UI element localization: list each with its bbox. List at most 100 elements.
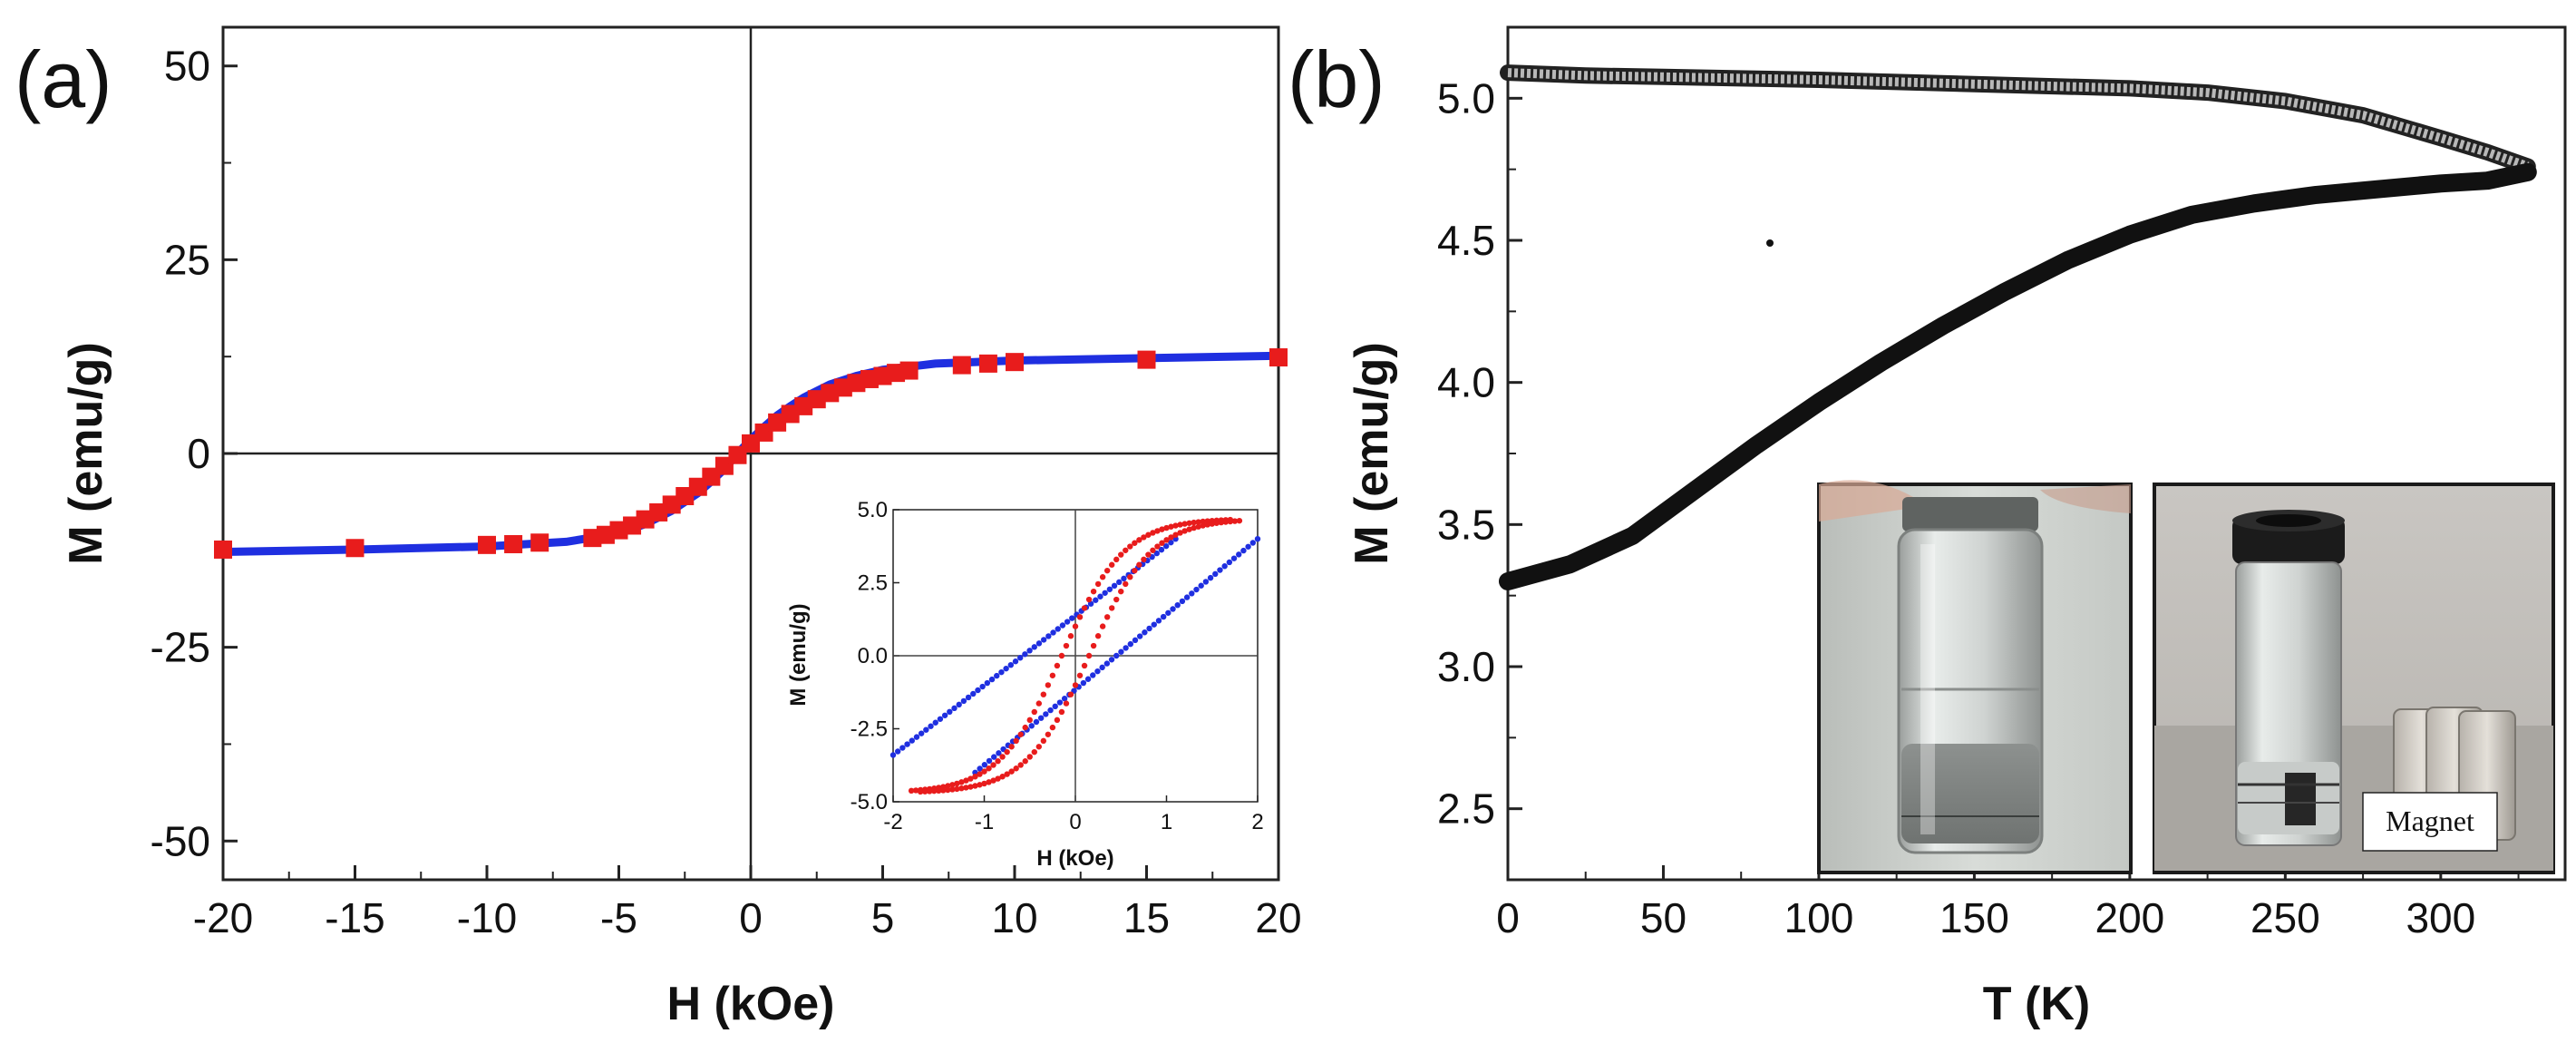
inset-blue-point [928,723,934,729]
inset-red-point [1017,762,1024,768]
inset-blue-point [1151,621,1157,628]
inset-blue-point [1168,539,1174,546]
inset-red-point [1141,556,1147,563]
inset-blue-point [1146,625,1152,632]
inset-red-point [967,775,974,782]
series-red-marker [952,356,971,375]
inset-blue-point [1172,536,1179,542]
inset-red-point [1076,672,1084,678]
inset-blue-point [1127,640,1134,648]
inset-red-point [1127,574,1133,580]
inset-blue-point [1061,696,1068,702]
inset-red-point [986,765,992,772]
inset-blue-point [1217,567,1223,573]
inset-red-point [1090,588,1097,595]
inset-x-tick-label: 1 [1161,810,1172,834]
inset-blue-point [1035,640,1043,647]
inset-red-point [1186,526,1192,532]
inset-red-point [1159,540,1165,546]
inset-red-point [1118,551,1124,558]
y-tick-label: 4.5 [1437,217,1495,264]
y-tick-label: 3.0 [1437,643,1495,690]
y-tick-label: 4.0 [1437,359,1495,406]
inset-red-point [1163,524,1170,531]
inset-blue-point [932,719,938,726]
panel-a-inset: -2 -1 0 1 2 5.0 2.5 0.0 -2.5 -5.0 H (kOe) M (emu/… [786,498,1264,871]
inset-red-point [995,758,1001,765]
inset-red-point [1109,605,1115,611]
inset-blue-point [1097,593,1103,600]
inset-red-point [1103,567,1111,574]
inset-blue-point [1047,707,1054,714]
inset-red-point [1154,528,1161,534]
inset-blue-point [1198,582,1204,589]
inset-blue-point [1033,718,1040,726]
inset-blue-point [1153,550,1160,557]
inset-red-point [1004,748,1010,756]
panel-b-ylabel: M (emu/g) [1346,342,1398,565]
inset-blue-point [913,734,920,740]
inset-red-point [972,774,978,780]
inset-blue-point [909,737,915,744]
inset-blue-point [1003,665,1009,672]
inset-red-point [986,779,992,785]
inset-red-point [1236,517,1243,524]
inset-red-point [945,783,951,789]
inset-red-point [1141,534,1147,541]
x-tick-label: -10 [457,894,517,941]
series-zfc-line [1499,162,2537,590]
inset-blue-point [1170,606,1176,612]
inset-xlabel: H (kOe) [1036,846,1113,871]
inset-blue-point [937,716,944,722]
panel-a-label: (a) [15,34,112,124]
inset-red-point [1145,531,1152,538]
x-tick-label: 50 [1640,894,1687,941]
inset-blue-point [1108,657,1115,663]
panel-a-zero-lines [223,27,1278,880]
inset-red-point [999,754,1006,760]
panel-a-plot [214,348,1288,559]
inset-red-point [1159,526,1165,532]
inset-red-point [1090,642,1097,649]
panel-b-plot [1499,64,2537,590]
inset-red-point [1136,561,1142,568]
inset-red-point [1040,691,1047,697]
inset-red-point [1172,522,1179,529]
series-red-marker [478,535,496,554]
series-red-marker [978,354,997,373]
panel-b-xlabel: T (K) [1983,978,2090,1030]
x-tick-label: 200 [2095,894,2165,941]
x-tick-label: 5 [871,894,895,941]
inset-blue-point [918,730,925,736]
series-red-marker [530,533,549,552]
inset-red-point [1118,588,1124,595]
inset-red-point [990,762,996,768]
inset-red-point [981,780,987,787]
inset-red-point [940,787,947,794]
inset-red-point [958,779,965,785]
inset-red-point [1136,537,1142,543]
inset-red-point [1085,596,1093,603]
inset-red-point [908,787,915,795]
series-red-marker [214,540,232,559]
inset-red-point [1177,522,1183,528]
inset-blue-point [972,769,978,775]
inset-blue-point [947,708,953,716]
inset-blue-point [981,762,988,768]
inset-red-point [1191,524,1197,531]
inset-red-point [1168,523,1174,530]
inset-red-point [1067,633,1074,639]
inset-red-point [1072,682,1079,688]
inset-red-point [1045,731,1052,737]
inset-red-point [931,787,938,795]
series-red-marker [1006,353,1024,372]
inset-red-point [1081,605,1088,611]
inset-red-point [1227,518,1234,525]
magnet-label: Magnet [2386,804,2474,837]
inset-red-point [926,788,933,795]
inset-blue-point [1160,613,1167,620]
inset-blue-point [1052,703,1058,710]
inset-blue-point [965,694,972,701]
inset-blue-point [899,745,906,751]
